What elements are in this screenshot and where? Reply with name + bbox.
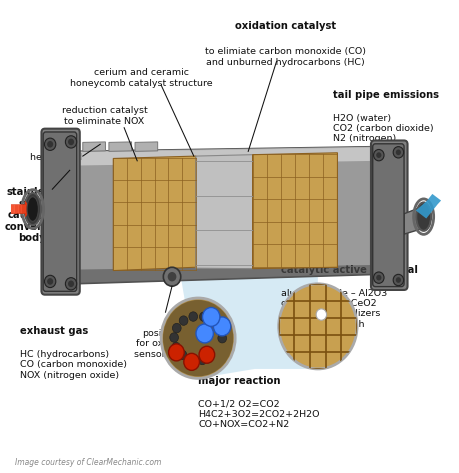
Text: reduction catalyst
to eliminate NOX: reduction catalyst to eliminate NOX [62, 106, 147, 126]
Circle shape [47, 278, 53, 285]
Polygon shape [31, 199, 46, 220]
Polygon shape [196, 155, 252, 269]
FancyBboxPatch shape [43, 132, 77, 291]
Circle shape [163, 300, 233, 377]
Circle shape [376, 275, 381, 280]
Circle shape [199, 346, 215, 363]
Circle shape [396, 277, 401, 283]
Circle shape [65, 278, 77, 290]
Ellipse shape [24, 193, 41, 225]
Circle shape [68, 280, 74, 287]
Circle shape [168, 272, 176, 281]
Ellipse shape [27, 197, 39, 221]
Text: major reaction: major reaction [198, 376, 280, 386]
Circle shape [376, 152, 381, 158]
Circle shape [374, 272, 384, 283]
Text: tail pipe emissions: tail pipe emissions [333, 89, 439, 100]
Circle shape [396, 149, 401, 155]
Text: oxidation catalyst: oxidation catalyst [235, 21, 336, 31]
Polygon shape [11, 205, 15, 213]
FancyBboxPatch shape [371, 140, 408, 290]
Text: cerium and ceramic
honeycomb catalyst structure: cerium and ceramic honeycomb catalyst st… [70, 68, 213, 88]
Circle shape [184, 353, 200, 370]
Text: alumina oxide – Al2O3
cerum oxide – CeO2
rare earth stabilizers
metals – Pt/Pd/R: alumina oxide – Al2O3 cerum oxide – CeO2… [281, 289, 387, 329]
Polygon shape [74, 147, 379, 284]
Polygon shape [74, 265, 379, 284]
Polygon shape [416, 194, 441, 219]
Text: H2O (water)
CO2 (carbon dioxide)
N2 (nitrogen): H2O (water) CO2 (carbon dioxide) N2 (nit… [333, 114, 434, 143]
Circle shape [200, 312, 208, 322]
Circle shape [213, 317, 231, 336]
Polygon shape [113, 156, 196, 271]
Text: catalytic active material: catalytic active material [281, 264, 418, 275]
Polygon shape [14, 205, 19, 213]
Circle shape [68, 139, 74, 145]
Polygon shape [22, 205, 26, 213]
Circle shape [187, 355, 196, 364]
Circle shape [45, 275, 56, 288]
Ellipse shape [416, 202, 431, 231]
Circle shape [393, 274, 403, 286]
Text: CO+1/2 O2=CO2
H4C2+3O2=2CO2+2H2O
CO+NOX=CO2+N2: CO+1/2 O2=CO2 H4C2+3O2=2CO2+2H2O CO+NOX=… [198, 400, 319, 429]
Polygon shape [109, 142, 132, 151]
Circle shape [196, 324, 213, 343]
Circle shape [393, 147, 403, 158]
Polygon shape [135, 142, 158, 151]
Circle shape [178, 350, 187, 359]
Polygon shape [18, 205, 22, 213]
Circle shape [173, 324, 181, 333]
Circle shape [198, 355, 207, 365]
Polygon shape [74, 147, 379, 166]
Circle shape [316, 309, 326, 320]
Text: exhaust gas: exhaust gas [20, 326, 88, 336]
FancyBboxPatch shape [41, 129, 80, 295]
Circle shape [279, 284, 357, 369]
Polygon shape [11, 201, 32, 218]
Polygon shape [404, 206, 425, 234]
Circle shape [163, 267, 181, 286]
FancyBboxPatch shape [373, 144, 404, 287]
Text: heat shield: heat shield [30, 152, 83, 162]
Circle shape [218, 333, 227, 343]
Circle shape [161, 298, 235, 378]
Text: stainless
steel
catalytic
converter
body: stainless steel catalytic converter body [5, 187, 59, 244]
Circle shape [168, 344, 184, 361]
Circle shape [202, 307, 220, 326]
Polygon shape [181, 277, 318, 378]
Circle shape [172, 342, 180, 352]
Circle shape [179, 316, 188, 325]
Circle shape [216, 324, 224, 333]
Text: HC (hydrocarbons)
CO (carbon monoxide)
NOX (nitrogen oxide): HC (hydrocarbons) CO (carbon monoxide) N… [20, 350, 127, 380]
Text: position
for oxygen
sensor plug: position for oxygen sensor plug [134, 329, 189, 359]
Circle shape [170, 333, 179, 342]
Circle shape [65, 136, 77, 148]
Polygon shape [83, 142, 106, 151]
Circle shape [189, 312, 197, 321]
Polygon shape [252, 153, 337, 269]
Text: to elimiate carbon monoxide (CO)
and unburned hydrocarbons (HC): to elimiate carbon monoxide (CO) and unb… [205, 47, 366, 67]
Text: Image courtesy of ClearMechanic.com: Image courtesy of ClearMechanic.com [15, 458, 162, 467]
Circle shape [209, 316, 218, 326]
Circle shape [45, 138, 56, 150]
Circle shape [47, 141, 53, 148]
Circle shape [374, 149, 384, 161]
